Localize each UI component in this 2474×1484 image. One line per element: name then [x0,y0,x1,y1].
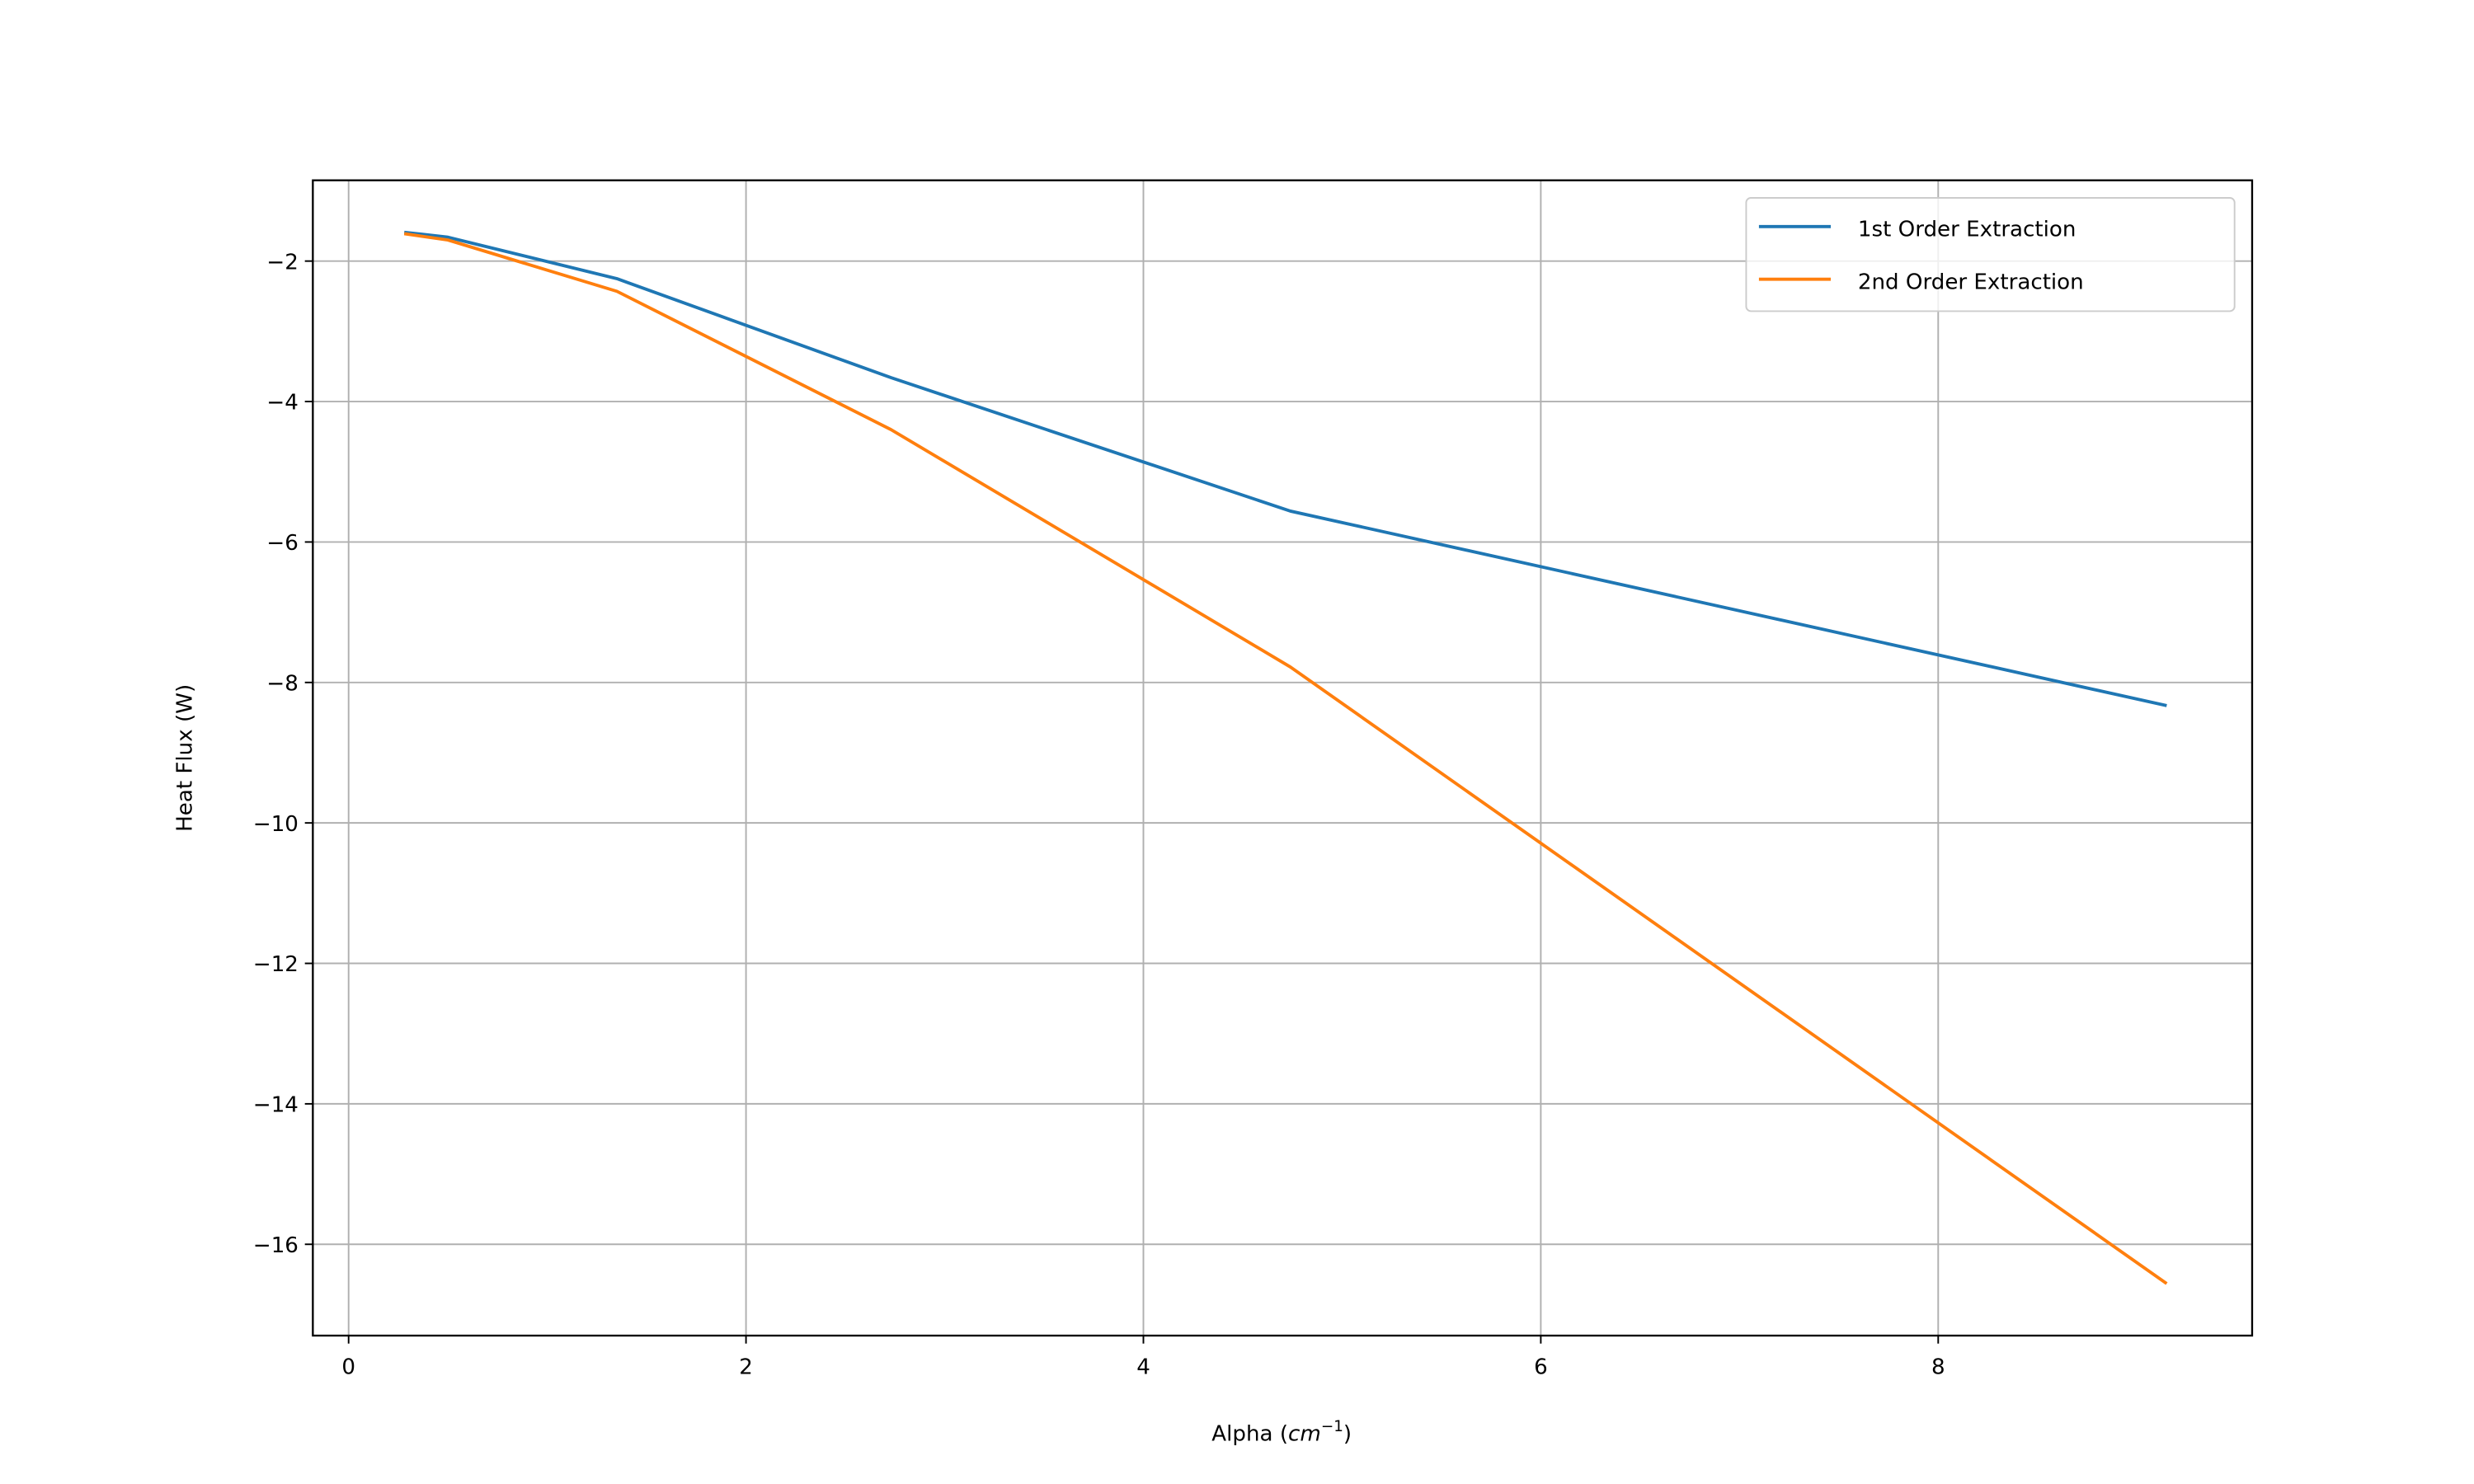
ticks: 0 2 4 6 8 −2 −4 −6 −8 −10 −12 −14 −16 [253,250,1945,1379]
y-tick-label: −14 [253,1093,299,1118]
legend-label-1st: 1st Order Extraction [1858,217,2077,242]
y-tick-label: −12 [253,952,299,977]
x-tick-label: 8 [1931,1355,1945,1379]
y-tick-label: −16 [253,1233,299,1258]
legend-box [1745,197,2236,312]
series-line-2 [403,232,2168,1285]
x-tick-label: 4 [1136,1355,1150,1379]
y-tick-label: −8 [266,671,299,696]
y-tick-label: −2 [266,250,299,275]
x-tick-label: 0 [341,1355,355,1379]
series-line-1 [403,230,2167,707]
legend-label-2nd: 2nd Order Extraction [1858,270,2084,294]
series-lines [403,230,2168,1285]
x-axis-label: Alpha (cm−1) [1211,1418,1352,1447]
y-tick-label: −6 [266,531,299,556]
y-tick-label: −10 [253,812,299,837]
y-axis-label: Heat Flux (W) [172,684,197,832]
grid [313,180,2252,1336]
x-tick-label: 6 [1534,1355,1548,1379]
y-tick-label: −4 [266,391,299,416]
x-tick-label: 2 [739,1355,753,1379]
legend: 1st Order Extraction 2nd Order Extractio… [1745,197,2236,312]
plot-frame [312,179,2254,1337]
